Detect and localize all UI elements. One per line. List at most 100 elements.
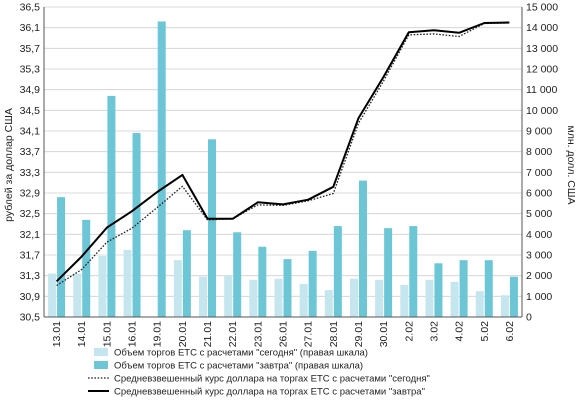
legend-swatch <box>94 348 108 356</box>
left-axis-title: рублей за доллар США <box>3 108 15 222</box>
right-tick-label: 11 000 <box>526 84 557 96</box>
right-tick-label: 3 000 <box>526 250 552 262</box>
left-axis-ticks: 30,5 30,9 31,3 31,7 32,1 32,5 32,9 33,3 33,7 34,1… <box>20 2 41 324</box>
bars-today-series <box>48 249 509 317</box>
x-tick-label: 29.01 <box>353 321 365 347</box>
bar-today <box>224 275 233 317</box>
bar-today <box>274 278 283 317</box>
bar-today <box>173 260 182 317</box>
bar-today <box>400 284 409 317</box>
x-tick-label: 26.01 <box>278 321 290 347</box>
bar-tomorrow <box>333 226 342 317</box>
left-tick-label: 34,5 <box>20 105 41 117</box>
bar-today <box>324 290 333 317</box>
bar-tomorrow <box>509 276 518 317</box>
bars-tomorrow-series <box>57 21 518 317</box>
line-rate-today <box>56 22 510 287</box>
bar-today <box>123 249 132 317</box>
bar-tomorrow <box>308 250 317 317</box>
bar-today <box>98 256 107 317</box>
legend-label: Средневзвешенный курс доллара на торгах … <box>114 387 425 398</box>
x-tick-label: 6.02 <box>504 321 516 342</box>
left-tick-label: 36,5 <box>20 2 41 14</box>
left-tick-label: 31,7 <box>20 250 41 262</box>
bar-tomorrow <box>82 219 91 317</box>
x-tick-label: 14.01 <box>76 321 88 347</box>
bar-tomorrow <box>283 259 292 317</box>
right-tick-label: 10 000 <box>526 105 558 117</box>
bar-today <box>249 279 258 317</box>
right-tick-label: 6 000 <box>526 188 552 200</box>
x-tick-label: 28.01 <box>328 321 340 347</box>
x-tick-label: 16.01 <box>127 321 139 347</box>
bar-tomorrow <box>459 260 468 317</box>
right-tick-label: 14 000 <box>526 22 558 34</box>
bar-tomorrow <box>409 226 418 317</box>
right-tick-label: 0 <box>526 312 532 324</box>
left-tick-label: 33,3 <box>20 167 41 179</box>
bar-tomorrow <box>358 180 367 317</box>
x-tick-label: 23.01 <box>252 321 264 347</box>
right-tick-label: 1 000 <box>526 291 552 303</box>
x-tick-label: 5.02 <box>479 321 491 342</box>
right-tick-label: 9 000 <box>526 126 552 138</box>
right-tick-label: 4 000 <box>526 229 552 241</box>
left-tick-label: 34,1 <box>20 126 41 138</box>
right-tick-label: 2 000 <box>526 270 552 282</box>
bar-today <box>475 291 484 317</box>
legend: Объем торгов ЕТС с расчетами "сегодня" (… <box>88 348 430 398</box>
right-tick-label: 8 000 <box>526 146 552 158</box>
x-tick-label: 30.01 <box>378 321 390 347</box>
left-tick-label: 32,5 <box>20 208 41 220</box>
bar-tomorrow <box>57 197 66 317</box>
left-tick-label: 36,1 <box>20 22 41 34</box>
bar-today <box>500 295 509 317</box>
x-tick-label: 2.02 <box>403 321 415 342</box>
left-tick-label: 33,7 <box>20 146 41 158</box>
legend-swatch <box>94 361 108 369</box>
legend-label: Объем торгов ЕТС с расчетами "сегодня" (… <box>114 348 368 359</box>
bar-tomorrow <box>384 228 393 317</box>
grid-lines <box>44 6 522 318</box>
left-tick-label: 34,9 <box>20 84 41 96</box>
x-tick-label: 4.02 <box>454 321 466 342</box>
right-tick-label: 15 000 <box>526 2 558 14</box>
left-tick-label: 35,7 <box>20 43 41 55</box>
x-tick-label: 22.01 <box>227 321 239 347</box>
right-tick-label: 13 000 <box>526 43 558 55</box>
axes <box>43 7 523 318</box>
bar-today <box>48 273 57 317</box>
right-tick-label: 5 000 <box>526 208 552 220</box>
left-tick-label: 35,3 <box>20 64 41 76</box>
bar-tomorrow <box>107 95 116 317</box>
rate-lines <box>55 21 510 287</box>
x-tick-label: 19.01 <box>152 321 164 347</box>
bar-tomorrow <box>182 230 191 317</box>
x-tick-label: 27.01 <box>303 321 315 347</box>
x-tick-label: 3.02 <box>428 321 440 342</box>
left-tick-label: 30,5 <box>20 312 41 324</box>
bar-tomorrow <box>208 139 217 317</box>
bar-today <box>199 276 208 317</box>
x-tick-label: 20.01 <box>177 321 189 347</box>
right-tick-label: 7 000 <box>526 167 552 179</box>
bar-today <box>299 283 308 317</box>
bar-tomorrow <box>157 21 166 317</box>
bar-today <box>349 278 358 317</box>
x-tick-label: 21.01 <box>202 321 214 347</box>
right-tick-label: 12 000 <box>526 64 558 76</box>
x-tick-label: 13.01 <box>51 321 63 347</box>
legend-label: Объем торгов ЕТС с расчетами "завтра" (п… <box>114 361 363 372</box>
left-tick-label: 32,9 <box>20 188 41 200</box>
bar-tomorrow <box>233 232 242 317</box>
legend-label: Средневзвешенный курс доллара на торгах … <box>114 374 430 385</box>
bar-today <box>450 281 459 317</box>
left-tick-label: 30,9 <box>20 291 41 303</box>
bar-tomorrow <box>484 260 493 317</box>
line-rate-tomorrow <box>55 21 510 283</box>
x-axis-ticks: 13.01 14.01 15.01 16.01 19.01 20.01 21.01 22.01… <box>51 321 516 347</box>
right-axis-title: млн. долл. США <box>565 125 577 204</box>
bar-tomorrow <box>434 263 443 317</box>
bar-tomorrow <box>132 133 141 317</box>
